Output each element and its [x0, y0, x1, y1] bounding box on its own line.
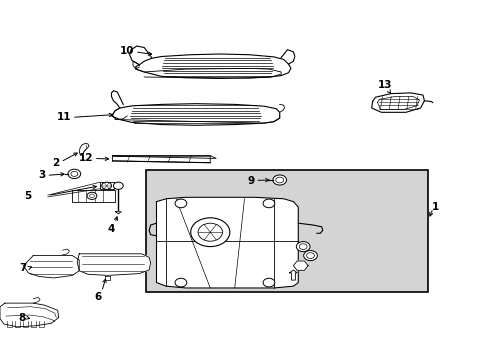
Text: 1: 1 [431, 202, 438, 212]
Polygon shape [293, 261, 307, 270]
Polygon shape [136, 54, 290, 78]
Circle shape [113, 182, 123, 189]
Bar [100, 182, 114, 189]
Text: 6: 6 [94, 292, 101, 302]
Circle shape [190, 218, 229, 247]
Bar [145, 170, 427, 292]
Circle shape [263, 199, 274, 208]
Circle shape [175, 278, 186, 287]
Polygon shape [115, 212, 121, 214]
Text: 2: 2 [52, 158, 60, 168]
Circle shape [198, 223, 222, 241]
Polygon shape [371, 93, 424, 112]
Circle shape [68, 169, 81, 179]
Polygon shape [112, 156, 216, 158]
Circle shape [296, 242, 309, 252]
Circle shape [89, 194, 94, 198]
Circle shape [102, 182, 111, 189]
Circle shape [303, 251, 317, 261]
Bar [72, 190, 115, 202]
Circle shape [87, 192, 97, 199]
Circle shape [272, 175, 286, 185]
Circle shape [263, 278, 274, 287]
Text: 7: 7 [20, 263, 27, 273]
Text: 3: 3 [38, 170, 45, 180]
Circle shape [306, 253, 314, 258]
Polygon shape [0, 303, 59, 327]
Circle shape [71, 171, 78, 176]
Polygon shape [77, 254, 150, 275]
Text: 5: 5 [24, 191, 32, 201]
Text: 9: 9 [246, 176, 254, 186]
Polygon shape [105, 276, 110, 280]
Text: 13: 13 [377, 80, 392, 90]
Text: 4: 4 [107, 224, 115, 234]
Polygon shape [156, 197, 298, 288]
Text: 10: 10 [119, 46, 134, 56]
Text: 12: 12 [78, 153, 93, 163]
Circle shape [275, 177, 283, 183]
Text: 11: 11 [56, 112, 71, 122]
Polygon shape [79, 143, 89, 156]
Text: 8: 8 [18, 312, 25, 323]
Circle shape [299, 244, 306, 249]
Polygon shape [111, 104, 279, 125]
Circle shape [175, 199, 186, 208]
Polygon shape [112, 156, 210, 163]
Polygon shape [289, 270, 297, 280]
Polygon shape [23, 256, 79, 278]
